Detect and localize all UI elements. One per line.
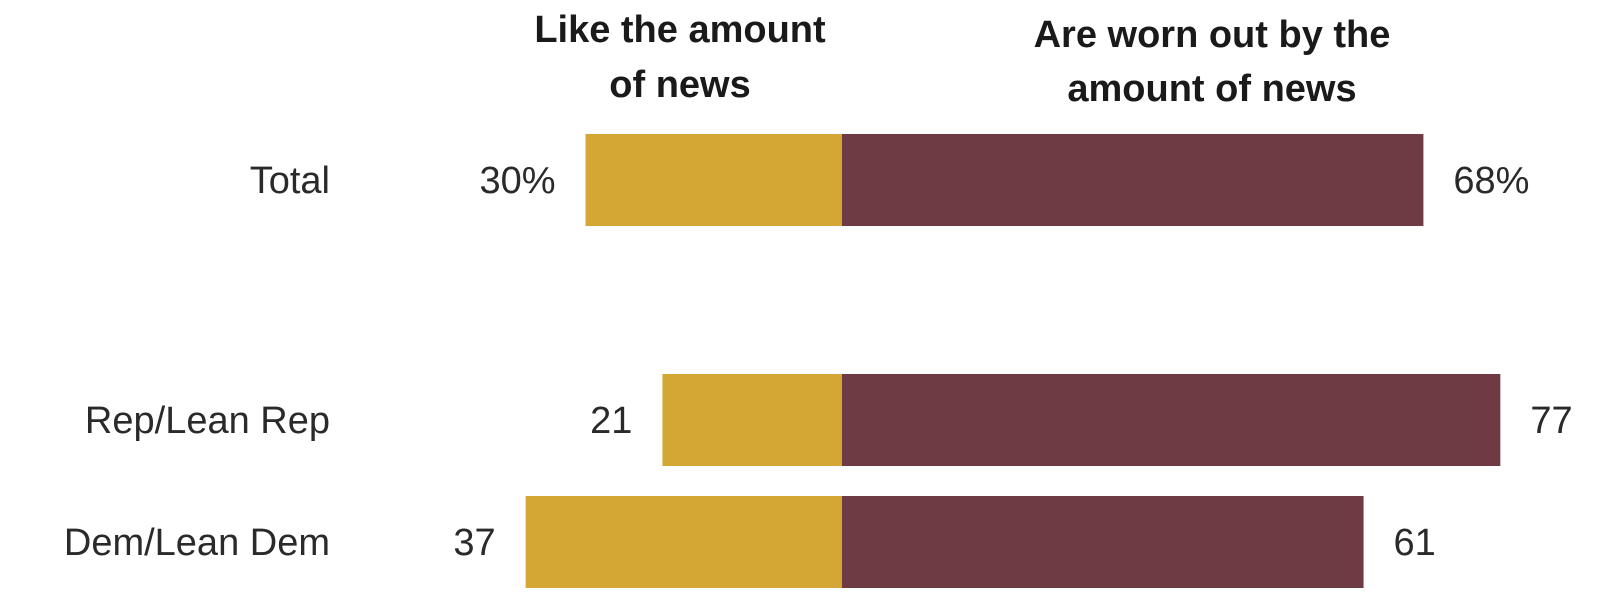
- category-label-total: Total: [250, 160, 330, 202]
- column-headers: Like the amount of news Are worn out by …: [534, 9, 1390, 110]
- category-label-rep-lean-rep: Rep/Lean Rep: [85, 400, 330, 442]
- chart-rows: Total 30% 68% Rep/Lean Rep 21 77 Dem/Lean Dem 3…: [64, 134, 1573, 588]
- value-label-worn-out-dem-lean-dem: 61: [1394, 522, 1436, 564]
- left-header-line-1: Like the amount: [534, 9, 826, 51]
- right-header-line-1: Are worn out by the: [1034, 14, 1391, 56]
- bar-worn-out-dem-lean-dem: [842, 496, 1364, 588]
- left-header-line-2: of news: [609, 64, 750, 106]
- bar-like-dem-lean-dem: [525, 496, 842, 588]
- value-label-like-dem-lean-dem: 37: [453, 522, 495, 564]
- bar-like-total: [585, 134, 842, 226]
- bar-like-rep-lean-rep: [662, 374, 842, 466]
- category-label-dem-lean-dem: Dem/Lean Dem: [64, 522, 330, 564]
- bar-worn-out-total: [842, 134, 1424, 226]
- bar-worn-out-rep-lean-rep: [842, 374, 1501, 466]
- value-label-like-total: 30%: [479, 160, 555, 202]
- right-header-line-2: amount of news: [1067, 68, 1356, 110]
- value-label-like-rep-lean-rep: 21: [590, 400, 632, 442]
- value-label-worn-out-total: 68%: [1453, 160, 1529, 202]
- value-label-worn-out-rep-lean-rep: 77: [1530, 400, 1572, 442]
